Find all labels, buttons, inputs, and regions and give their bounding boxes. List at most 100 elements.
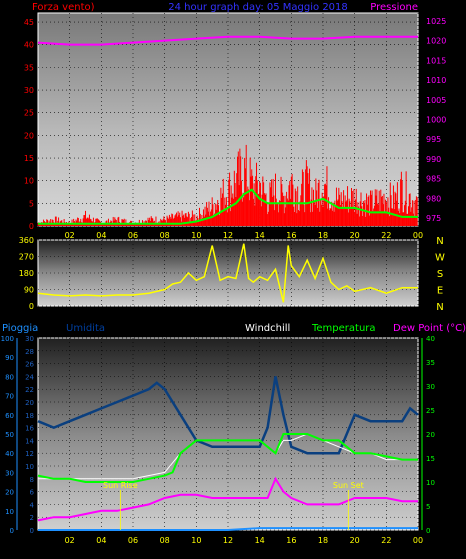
y-tick-label: 24 (25, 373, 34, 381)
x-tick-label: 10 (191, 231, 201, 240)
x-tick-label: 12 (223, 231, 233, 240)
x-tick-label: 20 (350, 231, 360, 240)
y-tick-label: 40 (5, 450, 14, 458)
y-tick-label: 60 (5, 412, 14, 420)
y-tick-label: 20 (24, 131, 34, 140)
y-tick-label: 25 (426, 407, 435, 415)
x-tick-label: 02 (65, 231, 75, 240)
y-tick-label: 70 (5, 393, 14, 401)
x-tick-label: 10 (191, 536, 201, 545)
y-tick-label: 1000 (426, 116, 446, 125)
x-tick-label: 20 (350, 536, 360, 545)
y-tick-label: 985 (426, 175, 441, 184)
x-tick-label: 04 (96, 536, 106, 545)
dewpoint-line (37, 476, 418, 522)
pressure-line (37, 35, 418, 46)
y-tick-label: 360 (19, 236, 34, 245)
dewpoint-label: Dew Point (°C) (393, 323, 466, 334)
y-tick-label: 5 (29, 199, 34, 208)
y-tick-label: 180 (19, 269, 34, 278)
y-tick-label: 20 (5, 489, 14, 497)
x-tick-label: 02 (65, 536, 75, 545)
header-left-label: Forza vento) (32, 2, 95, 13)
y-tick-label: 0 (30, 527, 34, 535)
y-tick-label: 28 (25, 348, 34, 356)
y-tick-label: 35 (24, 63, 34, 72)
x-tick-label: 00 (413, 231, 423, 240)
y-tick-label: 6 (30, 489, 35, 497)
direction-letter: S (437, 269, 443, 280)
y-tick-label: 30 (426, 383, 435, 391)
y-tick-label: 18 (25, 412, 34, 420)
y-tick-label: 90 (5, 354, 14, 362)
y-tick-label: 1010 (426, 76, 446, 85)
sunrise-label: Sun Rise (103, 481, 138, 490)
x-tick-label: 06 (128, 536, 138, 545)
y-tick-label: 35 (426, 359, 435, 367)
y-tick-label: 40 (24, 41, 34, 50)
wind-direction-line (37, 243, 418, 303)
y-tick-label: 2 (30, 514, 34, 522)
y-tick-label: 30 (24, 86, 34, 95)
y-tick-label: 80 (5, 373, 14, 381)
y-tick-label: 16 (25, 425, 34, 433)
y-tick-label: 30 (25, 335, 34, 343)
y-tick-label: 26 (25, 361, 34, 369)
y-tick-label: 8 (30, 476, 34, 484)
windchill-label: Windchill (245, 323, 290, 334)
y-tick-label: 4 (30, 501, 35, 509)
y-tick-label: 45 (24, 18, 34, 27)
direction-letter: W (435, 253, 445, 264)
x-tick-label: 22 (381, 536, 391, 545)
y-tick-label: 90 (24, 286, 34, 295)
y-tick-label: 975 (426, 214, 441, 223)
y-tick-label: 50 (5, 431, 14, 439)
y-tick-label: 995 (426, 135, 441, 144)
temperature-label: Temperatura (311, 323, 376, 334)
x-tick-label: 00 (413, 536, 423, 545)
y-tick-label: 270 (19, 253, 34, 262)
y-tick-label: 20 (426, 431, 435, 439)
y-tick-label: 15 (24, 154, 34, 163)
y-tick-label: 40 (426, 335, 435, 343)
humidity-label: Umidita (66, 323, 105, 334)
x-tick-label: 22 (381, 231, 391, 240)
y-tick-label: 990 (426, 155, 441, 164)
x-tick-label: 16 (286, 536, 296, 545)
x-tick-label: 18 (318, 536, 328, 545)
humidity-line (37, 376, 419, 455)
grid-lines (38, 13, 419, 531)
x-tick-label: 16 (286, 231, 296, 240)
series-layer (37, 35, 419, 531)
chart-title: 24 hour graph day: 05 Maggio 2018 (168, 2, 348, 13)
y-tick-label: 0 (426, 527, 430, 535)
x-tick-label: 18 (318, 231, 328, 240)
y-tick-label: 10 (426, 479, 435, 487)
y-tick-label: 1025 (426, 17, 446, 26)
y-tick-label: 1005 (426, 96, 446, 105)
y-tick-label: 15 (426, 455, 435, 463)
y-tick-label: 980 (426, 194, 441, 203)
y-tick-label: 5 (426, 503, 430, 511)
y-tick-label: 30 (5, 469, 14, 477)
direction-letter: E (437, 286, 443, 297)
x-tick-label: 14 (255, 231, 265, 240)
sunset-label: Sun Set (333, 481, 364, 490)
x-tick-label: 14 (255, 536, 265, 545)
x-tick-label: 08 (160, 231, 170, 240)
y-tick-label: 14 (25, 437, 34, 445)
header-right-label: Pressione (370, 2, 418, 13)
x-tick-label: 08 (160, 536, 170, 545)
y-tick-label: 22 (25, 386, 34, 394)
y-tick-label: 10 (24, 177, 34, 186)
y-tick-label: 20 (25, 399, 34, 407)
y-tick-label: 1015 (426, 56, 446, 65)
panel-wind-pressure (37, 12, 419, 227)
direction-letter: N (436, 302, 443, 313)
y-tick-label: 0 (10, 527, 14, 535)
y-tick-label: 0 (29, 222, 34, 231)
y-tick-label: 10 (25, 463, 34, 471)
direction-letter: N (436, 236, 443, 247)
